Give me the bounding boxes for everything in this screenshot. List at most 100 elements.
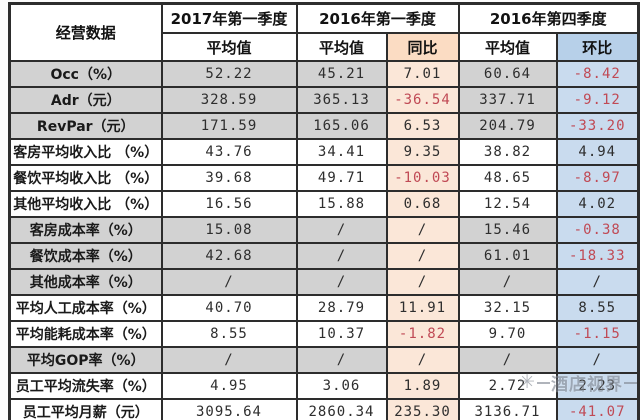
value-cell: 365.13 xyxy=(295,86,388,114)
value-cell: 32.15 xyxy=(457,294,558,322)
value-cell: / xyxy=(295,242,388,270)
value-cell: 6.53 xyxy=(385,112,460,140)
table-row: 员工平均流失率（%） 4.95 3.06 1.89 2.72 2.23 xyxy=(8,372,640,400)
table-row: 平均人工成本率（%） 40.70 28.79 11.91 32.15 8.55 xyxy=(8,294,640,322)
value-cell: -9.12 xyxy=(555,86,640,114)
value-cell: 337.71 xyxy=(457,86,558,114)
table-header: 经营数据 2017年第一季度 2016年第一季度 2016年第四季度 平均值 平… xyxy=(8,2,640,62)
value-cell: 4.95 xyxy=(160,372,298,400)
table-row: 其他平均收入比 （%） 16.56 15.88 0.68 12.54 4.02 xyxy=(8,190,640,218)
value-cell: 16.56 xyxy=(160,190,298,218)
value-cell: 11.91 xyxy=(385,294,460,322)
row-label: 餐饮成本率（%） xyxy=(8,242,163,270)
row-label: 平均人工成本率（%） xyxy=(8,294,163,322)
subheader-avg-2016q4: 平均值 xyxy=(457,32,558,62)
table-row: 平均能耗成本率（%） 8.55 10.37 -1.82 9.70 -1.15 xyxy=(8,320,640,348)
value-cell: 34.41 xyxy=(295,138,388,166)
value-cell: -36.54 xyxy=(385,86,460,114)
period-header-2017q1: 2017年第一季度 xyxy=(160,2,298,34)
value-cell: / xyxy=(385,268,460,296)
subheader-avg-2016q1: 平均值 xyxy=(295,32,388,62)
value-cell: / xyxy=(385,242,460,270)
value-cell: 3.06 xyxy=(295,372,388,400)
period-header-2016q4: 2016年第四季度 xyxy=(457,2,640,34)
value-cell: -10.03 xyxy=(385,164,460,192)
value-cell: / xyxy=(160,268,298,296)
value-cell: 48.65 xyxy=(457,164,558,192)
value-cell: 3095.64 xyxy=(160,398,298,420)
row-label: RevPar（元） xyxy=(8,112,163,140)
value-cell: 8.55 xyxy=(160,320,298,348)
table-row: 员工平均月薪（元） 3095.64 2860.34 235.30 3136.71 -41.… xyxy=(8,398,640,420)
subheader-yoy: 同比 xyxy=(385,32,460,62)
table-row: 客房平均收入比 （%） 43.76 34.41 9.35 38.82 4.94 xyxy=(8,138,640,166)
value-cell: 39.68 xyxy=(160,164,298,192)
value-cell: -41.07 xyxy=(555,398,640,420)
table-row: 餐饮平均收入比 （%） 39.68 49.71 -10.03 48.65 -8.97 xyxy=(8,164,640,192)
value-cell: -1.82 xyxy=(385,320,460,348)
period-header-2016q1: 2016年第一季度 xyxy=(295,2,460,34)
value-cell: -0.38 xyxy=(555,216,640,244)
table-row: 餐饮成本率（%） 42.68//61.01 -18.33 xyxy=(8,242,640,270)
value-cell: 61.01 xyxy=(457,242,558,270)
value-cell: 204.79 xyxy=(457,112,558,140)
table-row: 客房成本率（%） 15.08//15.46 -0.38 xyxy=(8,216,640,244)
row-label: 平均能耗成本率（%） xyxy=(8,320,163,348)
row-label: 餐饮平均收入比 （%） xyxy=(8,164,163,192)
value-cell: 2.23 xyxy=(555,372,640,400)
value-cell: 49.71 xyxy=(295,164,388,192)
value-cell: / xyxy=(385,216,460,244)
row-label: 员工平均月薪（元） xyxy=(8,398,163,420)
value-cell: 45.21 xyxy=(295,60,388,88)
value-cell: / xyxy=(295,346,388,374)
value-cell: 15.46 xyxy=(457,216,558,244)
header-group-row: 经营数据 2017年第一季度 2016年第一季度 2016年第四季度 xyxy=(8,2,640,62)
row-label: 其他成本率（%） xyxy=(8,268,163,296)
value-cell: 4.02 xyxy=(555,190,640,218)
value-cell: 4.94 xyxy=(555,138,640,166)
table-row: 平均GOP率（%） / / / / / xyxy=(8,346,640,374)
table-row: Occ（%） 52.22 45.21 7.01 60.64 -8.42 xyxy=(8,60,640,88)
value-cell: 165.06 xyxy=(295,112,388,140)
subheader-avg-2017q1: 平均值 xyxy=(160,32,298,62)
header-sub-row: 平均值 平均值 同比 平均值 环比 xyxy=(10,32,640,62)
value-cell: 1.89 xyxy=(385,372,460,400)
value-cell: / xyxy=(295,216,388,244)
value-cell: 52.22 xyxy=(160,60,298,88)
value-cell: 8.55 xyxy=(555,294,640,322)
subheader-qoq: 环比 xyxy=(555,32,640,62)
row-label: 客房成本率（%） xyxy=(8,216,163,244)
value-cell: 9.35 xyxy=(385,138,460,166)
value-cell: 15.88 xyxy=(295,190,388,218)
value-cell: 42.68 xyxy=(160,242,298,270)
row-label: 客房平均收入比 （%） xyxy=(8,138,163,166)
value-cell: 38.82 xyxy=(457,138,558,166)
row-label: 员工平均流失率（%） xyxy=(8,372,163,400)
corner-header: 经营数据 xyxy=(8,2,163,62)
value-cell: / xyxy=(295,268,388,296)
value-cell: 2860.34 xyxy=(295,398,388,420)
value-cell: 28.79 xyxy=(295,294,388,322)
value-cell: 12.54 xyxy=(457,190,558,218)
row-label: Adr（元） xyxy=(8,86,163,114)
value-cell: 15.08 xyxy=(160,216,298,244)
value-cell: 171.59 xyxy=(160,112,298,140)
table-row: RevPar（元） 171.59 165.06 6.53 204.79 -33.20 xyxy=(8,112,640,140)
value-cell: / xyxy=(457,268,558,296)
operations-data-table: 经营数据 2017年第一季度 2016年第一季度 2016年第四季度 平均值 平… xyxy=(8,2,640,420)
value-cell: / xyxy=(457,346,558,374)
value-cell: / xyxy=(555,346,640,374)
value-cell: 10.37 xyxy=(295,320,388,348)
value-cell: 40.70 xyxy=(160,294,298,322)
value-cell: / xyxy=(385,346,460,374)
value-cell: / xyxy=(555,268,640,296)
value-cell: 328.59 xyxy=(160,86,298,114)
value-cell: -18.33 xyxy=(555,242,640,270)
value-cell: 2.72 xyxy=(457,372,558,400)
value-cell: -8.97 xyxy=(555,164,640,192)
value-cell: 7.01 xyxy=(385,60,460,88)
value-cell: -8.42 xyxy=(555,60,640,88)
row-label: Occ（%） xyxy=(8,60,163,88)
table-row: 其他成本率（%） / / / / / xyxy=(8,268,640,296)
value-cell: 60.64 xyxy=(457,60,558,88)
